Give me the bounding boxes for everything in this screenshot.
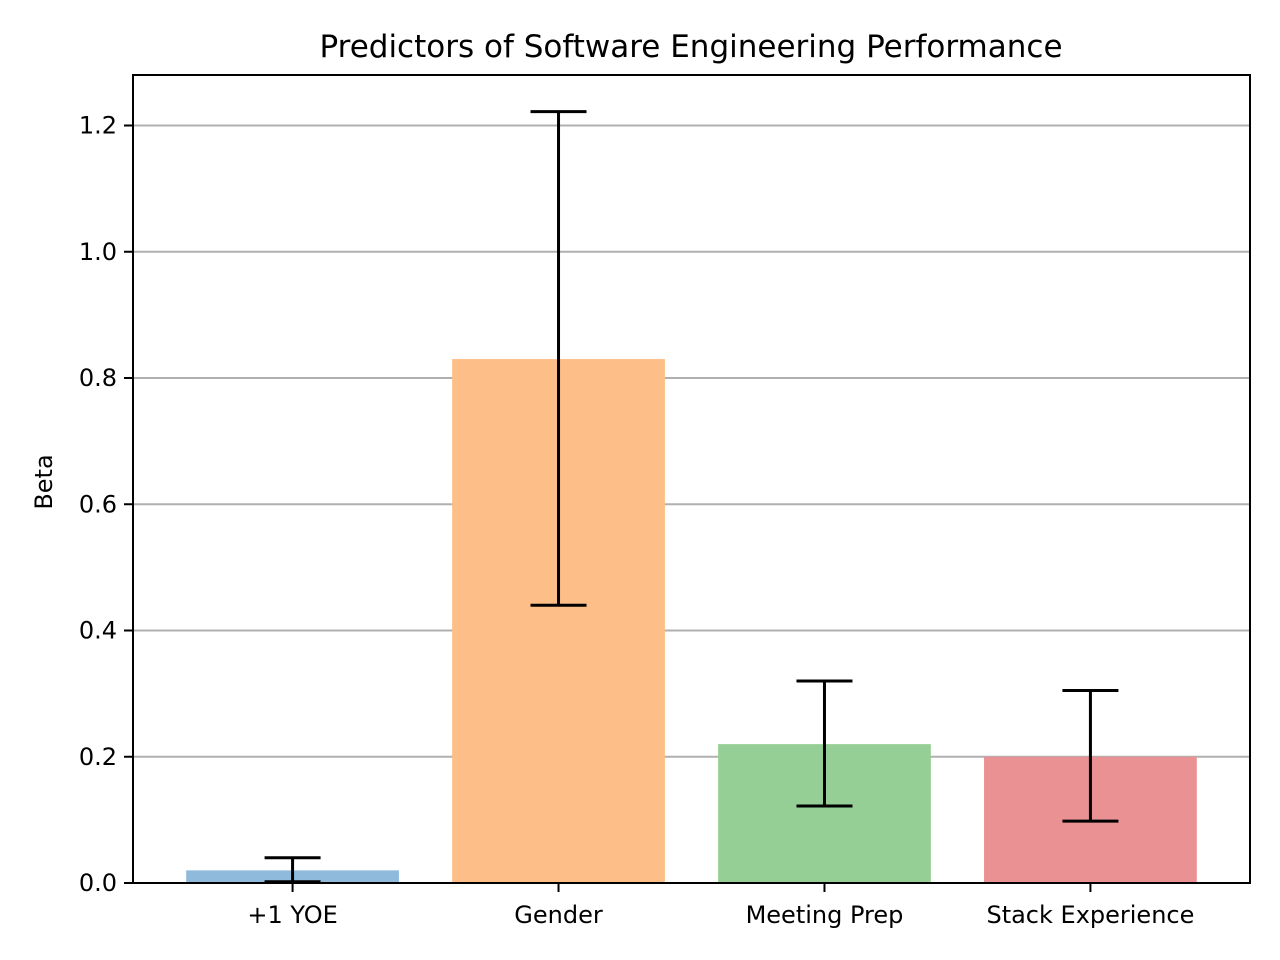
gridlines	[133, 124, 1250, 758]
y-axis-ticks: 0.0 0.2 0.4 0.6 0.8 1.0 1.2	[79, 112, 133, 897]
error-bars	[264, 110, 1119, 884]
y-tick-label: 0.4	[79, 617, 117, 645]
x-tick-label: Meeting Prep	[746, 901, 904, 929]
x-tick-label: Stack Experience	[986, 901, 1194, 929]
error-bar	[530, 110, 587, 607]
y-tick-label: 0.6	[79, 490, 117, 518]
y-tick-label: 0.8	[79, 364, 117, 392]
bars	[186, 359, 1197, 883]
chart-title: Predictors of Software Engineering Perfo…	[319, 29, 1062, 65]
x-tick-label: Gender	[514, 901, 603, 929]
y-tick-label: 0.0	[79, 869, 117, 897]
error-bar	[796, 679, 853, 808]
error-bar	[1062, 688, 1119, 823]
plot-frame	[132, 74, 1251, 884]
y-axis-label: Beta	[30, 454, 58, 509]
y-tick-label: 0.2	[79, 743, 117, 771]
error-bar	[264, 856, 321, 884]
y-tick-label: 1.2	[79, 112, 117, 140]
y-tick-label: 1.0	[79, 238, 117, 266]
x-axis-ticks: +1 YOE Gender Meeting Prep Stack Experience	[247, 883, 1194, 929]
x-tick-label: +1 YOE	[247, 901, 337, 929]
